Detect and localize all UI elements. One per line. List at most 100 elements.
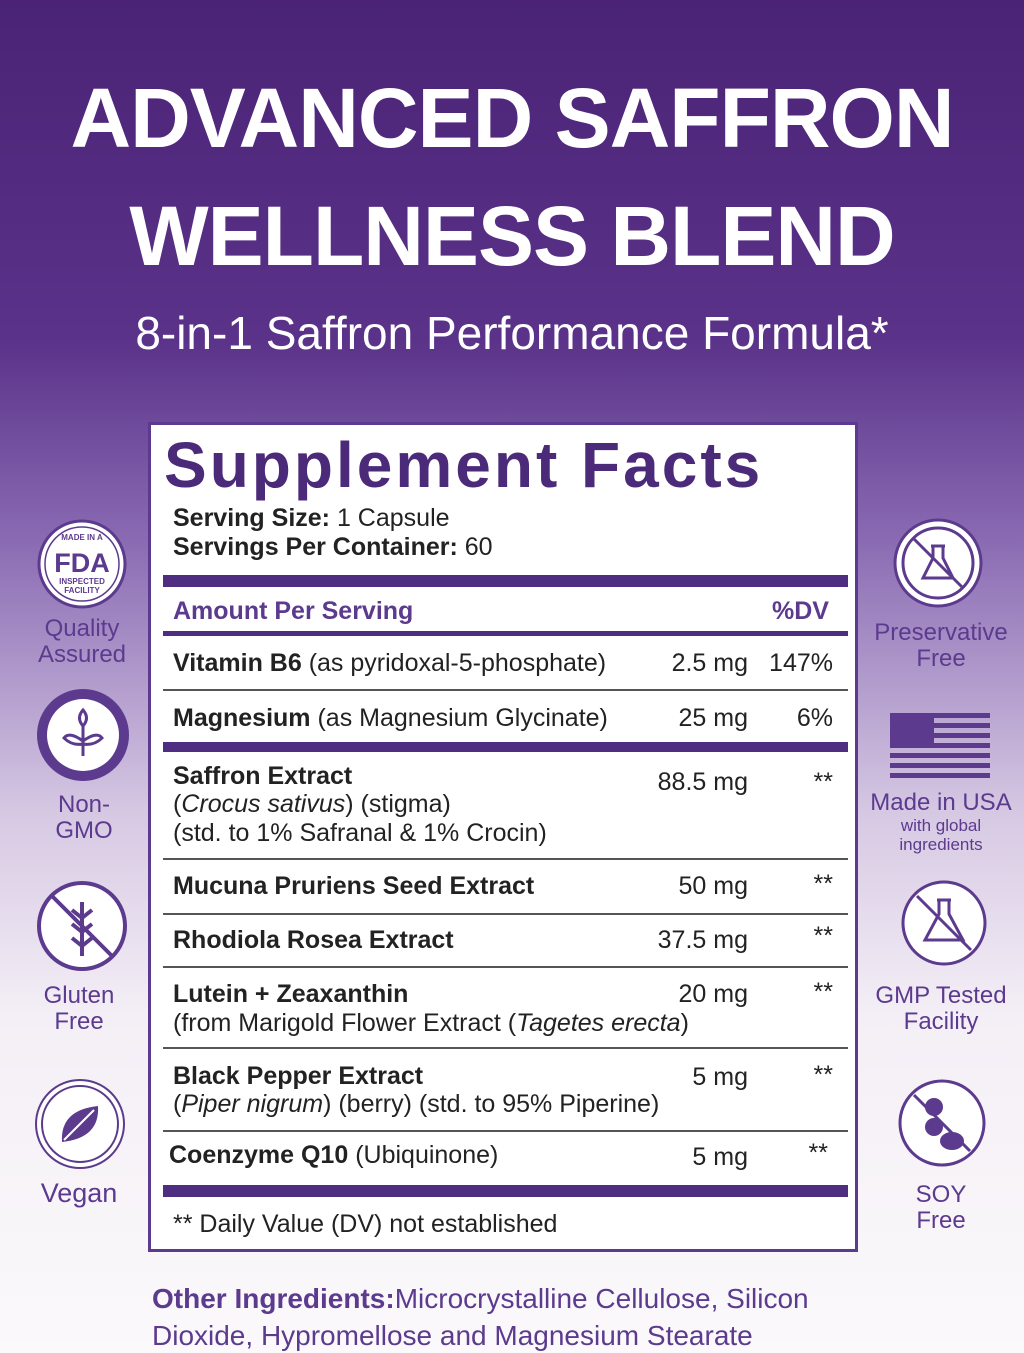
facts-heading: Supplement Facts: [164, 429, 764, 501]
text: Dioxide, Hypromellose and Magnesium Stea…: [152, 1320, 753, 1351]
ingredient: Saffron Extract: [173, 762, 353, 790]
divider: [163, 913, 848, 915]
label: Servings Per Container:: [173, 533, 458, 561]
dv: **: [813, 768, 833, 796]
ingredient: Black Pepper Extract: [173, 1062, 424, 1090]
divider: [163, 858, 848, 860]
note: ) (stigma): [345, 790, 451, 818]
label: Other Ingredients:: [152, 1283, 395, 1314]
usa-flag-icon: [890, 713, 990, 778]
dv: **: [813, 978, 833, 1006]
footnote: ** Daily Value (DV) not established: [173, 1210, 558, 1238]
ingredient: Mucuna Pruriens Seed Extract: [173, 872, 535, 900]
label-line: with global: [900, 816, 982, 835]
badge-label: Preservative Free: [866, 620, 1016, 672]
icon-text: INSPECTED: [59, 577, 105, 586]
title: WELLNESS BLEND: [129, 189, 895, 283]
divider: [163, 742, 848, 752]
value: 60: [464, 533, 493, 561]
ingredient: Coenzyme Q10: [169, 1141, 349, 1169]
label-line: Vegan: [40, 1178, 118, 1208]
label-line: Non-: [57, 791, 111, 818]
label-line: SOY: [915, 1181, 967, 1208]
badge-label: Gluten Free: [4, 983, 154, 1035]
badge-label: Quality Assured: [7, 616, 157, 668]
amount: 25 mg: [678, 704, 748, 732]
amount: 5 mg: [692, 1143, 748, 1171]
label-line: Quality: [44, 615, 120, 642]
badge-label: Made in USA with global ingredients: [866, 789, 1016, 855]
ingredient: Lutein + Zeaxanthin: [173, 980, 409, 1008]
column-header: Amount Per Serving: [173, 597, 414, 625]
note: (as Magnesium Glycinate): [317, 704, 608, 732]
label-line: Assured: [37, 641, 127, 668]
note: (std. to 1% Safranal & 1% Crocin): [173, 819, 547, 847]
label-line: ingredients: [899, 835, 983, 854]
value: 1 Capsule: [336, 504, 450, 532]
text: Microcrystalline Cellulose, Silicon: [394, 1283, 809, 1314]
note: (: [173, 790, 182, 818]
badge-label: Non- GMO: [9, 792, 159, 844]
dv: 6%: [796, 704, 833, 732]
note: ) (berry) (std. to 95% Piperine): [323, 1090, 660, 1118]
note: (: [173, 1090, 182, 1118]
dv: **: [813, 870, 833, 898]
subtitle: 8-in-1 Saffron Performance Formula*: [135, 307, 889, 359]
title: ADVANCED SAFFRON: [70, 71, 954, 165]
ingredient: Vitamin B6: [173, 649, 302, 677]
badge-label: SOY Free: [866, 1182, 1016, 1234]
divider: [163, 631, 848, 636]
ingredient: Rhodiola Rosea Extract: [173, 926, 454, 954]
note: Tagetes erecta: [516, 1009, 681, 1037]
amount: 2.5 mg: [671, 649, 748, 677]
label: Serving Size:: [173, 504, 330, 532]
dv: **: [808, 1139, 828, 1167]
gmp-icon: [901, 880, 987, 966]
label-line: Free: [916, 645, 966, 672]
facts-panel: [148, 422, 858, 1252]
soy-free-icon: [898, 1079, 986, 1167]
divider: [163, 1185, 848, 1197]
label-line: Free: [54, 1008, 104, 1035]
ingredient: Magnesium: [173, 704, 311, 732]
divider: [163, 1130, 848, 1132]
column-header: %DV: [772, 597, 829, 625]
gluten-free-icon: [37, 881, 127, 971]
non-gmo-icon: [37, 689, 129, 781]
amount: 88.5 mg: [657, 768, 748, 796]
amount: 37.5 mg: [657, 926, 748, 954]
other-ingredients: Other Ingredients:Microcrystalline Cellu…: [152, 1280, 809, 1353]
dv: **: [813, 1061, 833, 1089]
label-line: Facility: [903, 1008, 979, 1035]
divider: [163, 1047, 848, 1049]
note: (from Marigold Flower Extract (: [173, 1009, 517, 1037]
fda-icon: MADE IN A FDA INSPECTED FACILITY: [37, 519, 127, 609]
divider: [163, 689, 848, 691]
amount: 20 mg: [678, 980, 748, 1008]
badge-label: Vegan: [4, 1178, 154, 1208]
vegan-icon: [35, 1079, 125, 1169]
note: ): [680, 1009, 689, 1037]
label-line: GMO: [55, 817, 113, 844]
note: (Ubiquinone): [355, 1141, 499, 1169]
icon-text: FDA: [54, 548, 110, 578]
divider: [163, 966, 848, 968]
amount: 50 mg: [678, 872, 748, 900]
divider: [163, 575, 848, 587]
label-line: Made in USA: [870, 789, 1012, 816]
icon-text: FACILITY: [64, 586, 100, 595]
note: Crocus sativus: [181, 790, 346, 818]
label-line: GMP Tested: [875, 982, 1007, 1009]
badge-label: GMP Tested Facility: [866, 983, 1016, 1035]
label-line: Gluten: [43, 982, 115, 1009]
label-line: Preservative: [874, 619, 1008, 646]
dv: 147%: [769, 649, 833, 677]
label-line: Free: [916, 1207, 966, 1234]
dv: **: [813, 922, 833, 950]
note: Piper nigrum: [181, 1090, 324, 1118]
preservative-free-icon: [893, 518, 983, 608]
amount: 5 mg: [692, 1063, 748, 1091]
icon-text: MADE IN A: [61, 533, 103, 542]
note: (as pyridoxal-5-phosphate): [308, 649, 607, 677]
